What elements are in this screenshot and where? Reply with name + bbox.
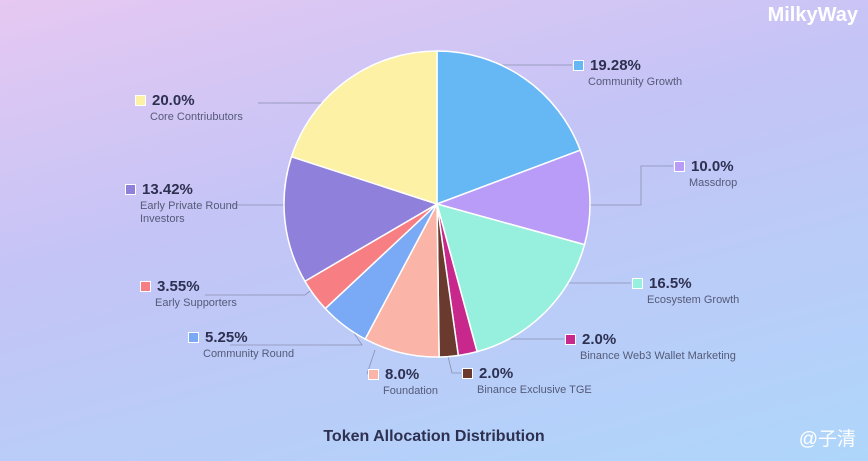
legend-label: Foundation (383, 385, 439, 397)
value-label-row: 20.0% (135, 92, 243, 109)
value-label-row: 10.0% (674, 158, 737, 175)
legend-item: 19.28% Community Growth (573, 57, 682, 89)
legend-label: Community Growth (588, 76, 683, 88)
value-label: 19.28% (590, 57, 641, 74)
legend-label: Massdrop (689, 177, 738, 189)
value-label: 2.0% (582, 331, 617, 348)
leader-line (446, 351, 461, 374)
value-label: 16.5% (649, 275, 692, 292)
value-label: 8.0% (385, 366, 420, 383)
leader-line (560, 165, 673, 206)
legend-item: 16.5% Ecosystem Growth (632, 275, 739, 307)
legend-swatch (565, 334, 576, 345)
legend-item: 3.55% Early Supporters (140, 278, 237, 310)
value-label-row: 2.0% (565, 331, 736, 348)
pie-slice (290, 50, 438, 206)
legend-label: Ecosystem Growth (647, 294, 740, 306)
value-label: 2.0% (479, 365, 514, 382)
value-label-row: 13.42% (125, 181, 240, 198)
legend-swatch (140, 281, 151, 292)
watermark: @子清 (798, 429, 856, 450)
legend-item: 2.0% Binance Exclusive TGE (462, 365, 592, 397)
legend-swatch (632, 278, 643, 289)
legend-label: Binance Exclusive TGE (477, 384, 592, 396)
legend-label: Early Private Round Investors (140, 200, 238, 225)
legend-item: 10.0% Massdrop (674, 158, 737, 190)
pie-slice (434, 149, 591, 246)
legend-swatch (674, 161, 685, 172)
legend-label: Binance Web3 Wallet Marketing (580, 350, 736, 362)
value-label: 3.55% (157, 278, 200, 295)
legend-item: 20.0% Core Contriubutors (135, 92, 243, 124)
legend-item: 8.0% Foundation (368, 366, 438, 398)
value-label-row: 5.25% (188, 329, 294, 346)
value-label-row: 2.0% (462, 365, 592, 382)
legend-item: 13.42% Early Private Round Investors (125, 181, 240, 226)
chart-title: Token Allocation Distribution (323, 428, 545, 445)
legend-swatch (188, 332, 199, 343)
legend-label: Early Supporters (155, 297, 237, 309)
legend-swatch (125, 184, 136, 195)
legend-item: 5.25% Community Round (188, 329, 294, 361)
value-label-row: 8.0% (368, 366, 438, 383)
value-label-row: 19.28% (573, 57, 682, 74)
pie-slice (435, 202, 586, 353)
legend-swatch (462, 368, 473, 379)
legend-swatch (573, 60, 584, 71)
value-label: 20.0% (152, 92, 195, 109)
value-label: 5.25% (205, 329, 248, 346)
pie-slice (436, 50, 582, 206)
value-label: 13.42% (142, 181, 193, 198)
pie-slice (283, 155, 439, 283)
value-label-row: 3.55% (140, 278, 237, 295)
legend-label: Community Round (203, 348, 295, 360)
value-label-row: 16.5% (632, 275, 739, 292)
legend-swatch (368, 369, 379, 380)
brand: MilkyWay (767, 4, 858, 26)
legend-swatch (135, 95, 146, 106)
value-label: 10.0% (691, 158, 734, 175)
legend-item: 2.0% Binance Web3 Wallet Marketing (565, 331, 736, 363)
legend-label: Core Contriubutors (150, 111, 243, 123)
